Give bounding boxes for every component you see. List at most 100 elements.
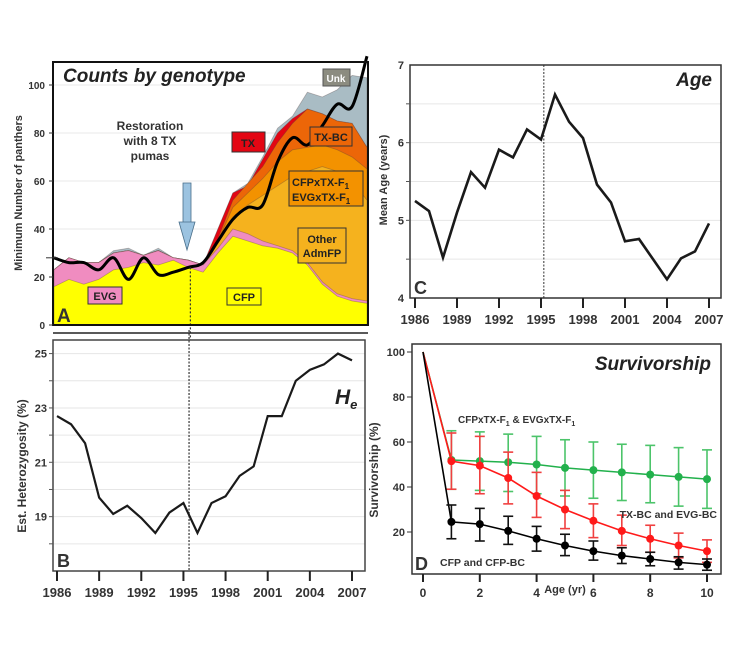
panel-d-y-tick-label: 60: [393, 437, 405, 449]
panel-d-x-tick-label: 6: [590, 586, 597, 600]
panel-b-x-tick-label: 1989: [85, 585, 114, 600]
panel-c-x-ticks: 1986 1989 1992 1995 1998 2001 2004 2007: [401, 298, 724, 327]
panel-d-frame: [411, 343, 722, 575]
data-point-cfp-and-cfp-bc: [646, 555, 655, 563]
panel-d-letter: D: [415, 554, 428, 574]
data-point-tx-bc-and-evg-bc: [561, 505, 569, 514]
panel-c-gridlines: [410, 103, 721, 260]
panel-d-y-tick-label: 80: [393, 392, 405, 404]
panel-b-x-tick-label: 1998: [211, 585, 240, 600]
panel-c-x-tick-label: 2001: [611, 312, 640, 327]
panel-c-y-tick-label: 5: [398, 215, 404, 227]
panel-a-y-axis-label: Minimum Number of panthers: [13, 115, 25, 271]
data-point-cfp-and-cfp-bc: [447, 517, 456, 526]
panel-c-x-tick-label: 1998: [569, 312, 598, 327]
panel-c-x-tick-label: 1992: [485, 312, 514, 327]
restoration-label-line-3: pumas: [131, 149, 170, 163]
panel-b-x-ticks: 1986 1989 1992 1995 1998 2001 2004 2007: [43, 571, 367, 600]
panel-b-x-tick-label: 2001: [253, 585, 282, 600]
data-point-tx-bc-and-evg-bc: [589, 516, 598, 525]
panel-d-series-label-f1: CFPxTX-F1 & EVGxTX-F1: [458, 415, 575, 428]
panel-d-x-tick-label: 8: [647, 586, 654, 600]
data-point-tx-bc-and-evg-bc: [504, 474, 513, 482]
panel-d-title: Survivorship: [595, 354, 711, 375]
data-point-cfpxtx-f1-evgxtx-f1: [703, 475, 711, 484]
svg-text:EVGxTX-F1: EVGxTX-F1: [292, 192, 351, 206]
panel-b-x-tick-label: 1986: [43, 585, 72, 600]
panel-a-frame: [52, 61, 369, 326]
panel-b-y-tick-label: 23: [35, 403, 47, 415]
data-point-tx-bc-and-evg-bc: [447, 457, 456, 466]
panel-d-x-axis-label: Age (yr): [544, 584, 586, 596]
panel-d-series-label-bc: TX-BC and EVG-BC: [620, 509, 718, 521]
data-point-cfp-and-cfp-bc: [504, 526, 513, 535]
panel-a-y-tick-label: 0: [39, 321, 45, 332]
panel-b-title: He: [335, 386, 357, 412]
svg-text:Other: Other: [307, 234, 337, 246]
label-evg: EVG: [87, 286, 123, 305]
restoration-label-line-1: Restoration: [117, 119, 184, 133]
panel-b-x-tick-label: 2004: [295, 585, 325, 600]
label-tx: TX: [231, 131, 266, 153]
data-point-cfp-and-cfp-bc: [561, 541, 569, 550]
restoration-label-line-2: with 8 TX: [123, 134, 177, 148]
panel-a-y-tick-label: 60: [34, 177, 46, 188]
panel-b-y-tick-label: 21: [35, 457, 47, 469]
panel-d-x-tick-label: 4: [533, 586, 540, 600]
panel-b-frame: [52, 339, 366, 572]
label-unk: Unk: [322, 68, 351, 87]
data-point-cfp-and-cfp-bc: [475, 520, 484, 529]
panel-c-x-tick-label: 1995: [527, 312, 556, 327]
panel-a-y-tick-label: 40: [34, 225, 46, 236]
svg-text:TX-BC: TX-BC: [314, 132, 348, 144]
label-tx-bc: TX-BC: [309, 126, 353, 147]
panel-a-y-tick-label: 80: [34, 129, 46, 140]
panel-d-x-tick-label: 10: [700, 586, 714, 600]
panel-c-x-tick-label: 1989: [443, 312, 472, 327]
panel-c-y-ticks: 4 5 6 7: [398, 60, 410, 305]
data-point-cfpxtx-f1-evgxtx-f1: [532, 460, 541, 469]
panel-b: 19 21 23 25 1986 1989 1992 1995 1998 2001 2004 200…: [15, 330, 366, 600]
panel-d-y-axis-label: Survivorship (%): [367, 422, 381, 517]
data-point-cfp-and-cfp-bc: [674, 558, 683, 567]
panel-b-x-tick-label: 2007: [338, 585, 367, 600]
data-point-cfpxtx-f1-evgxtx-f1: [561, 463, 569, 472]
panel-b-y-axis-label: Est. Heterozygosity (%): [15, 399, 29, 532]
data-point-cfpxtx-f1-evgxtx-f1: [589, 466, 598, 475]
data-point-cfp-and-cfp-bc: [703, 560, 711, 569]
panel-a-y-tick-label: 100: [28, 81, 45, 92]
panel-c-y-tick-label: 4: [398, 293, 405, 305]
panel-d-y-tick-label: 40: [393, 482, 405, 494]
label-f1-hybrids: CFPxTX-F1 EVGxTX-F1: [288, 170, 364, 207]
data-point-tx-bc-and-evg-bc: [617, 526, 626, 535]
data-point-cfp-and-cfp-bc: [532, 534, 541, 543]
panel-d-y-tick-label: 100: [387, 347, 405, 359]
area-cfp: [53, 235, 368, 326]
svg-text:AdmFP: AdmFP: [303, 248, 342, 260]
panel-a-y-ticks: 0 20 40 60 80 100: [28, 81, 58, 332]
data-point-cfpxtx-f1-evgxtx-f1: [617, 468, 626, 477]
panel-a-title: Counts by genotype: [63, 66, 246, 87]
panel-a-letter: A: [57, 306, 71, 327]
panel-d-x-tick-label: 0: [420, 586, 427, 600]
panel-d: 20 40 60 80 100 0 2 4 6 8 10 Survivorship (%) Age…: [367, 343, 722, 600]
data-point-tx-bc-and-evg-bc: [703, 547, 711, 556]
data-point-tx-bc-and-evg-bc: [674, 541, 683, 550]
svg-text:TX: TX: [241, 138, 256, 150]
label-other-admfp: Other AdmFP: [297, 227, 347, 264]
panel-d-y-ticks: 20 40 60 80 100: [387, 347, 412, 539]
panel-b-x-tick-label: 1995: [169, 585, 198, 600]
panel-c-x-tick-label: 2007: [695, 312, 724, 327]
panel-c-y-tick-label: 7: [398, 60, 404, 72]
data-point-cfp-and-cfp-bc: [617, 551, 626, 560]
data-point-tx-bc-and-evg-bc: [532, 492, 541, 500]
panel-d-x-ticks: 0 2 4 6 8 10: [420, 574, 714, 600]
panel-d-series-label-cfp: CFP and CFP-BC: [440, 557, 525, 569]
panel-d-x-tick-label: 2: [476, 586, 483, 600]
panel-b-letter: B: [57, 551, 70, 571]
panel-d-series: [422, 351, 712, 572]
svg-text:EVG: EVG: [93, 291, 116, 303]
panel-d-y-tick-label: 20: [393, 527, 405, 539]
